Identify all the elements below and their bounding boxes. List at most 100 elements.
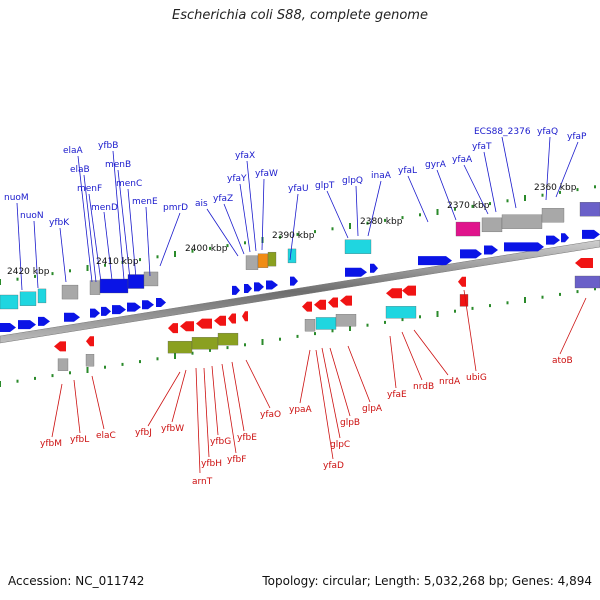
gene-label-yfaL: yfaL [398, 166, 417, 176]
reverse-cds-block [385, 306, 417, 319]
forward-cds-block [267, 251, 277, 267]
feature-tracks [0, 202, 600, 371]
reverse-cds-block [574, 275, 600, 289]
leader-line [51, 383, 63, 438]
gene-label-menF: menF [77, 184, 102, 194]
forward-cds-block [541, 208, 565, 223]
leader-line [315, 349, 334, 460]
leader-line [77, 155, 93, 283]
gene-label-nrdA: nrdA [439, 377, 461, 387]
leader-line [545, 136, 551, 201]
forward-gene-arrow [345, 267, 367, 277]
forward-gene-arrow [18, 320, 36, 330]
reverse-gene-arrow [196, 318, 212, 329]
gene-label-pmrD: pmrD [163, 203, 188, 213]
forward-cds-block [61, 284, 79, 300]
gene-label-menB: menB [105, 160, 131, 170]
forward-cds-block [579, 202, 600, 217]
forward-gene-arrow [101, 306, 111, 316]
reverse-cds-block [57, 358, 69, 371]
leader-line [88, 193, 102, 283]
forward-cds-block [143, 271, 159, 287]
forward-gene-arrow [484, 245, 498, 255]
leader-line [59, 227, 67, 283]
leader-line [401, 331, 423, 381]
forward-cds-block [257, 253, 269, 268]
leader-line [367, 180, 382, 237]
leader-line [436, 169, 457, 221]
gene-label-yfaY: yfaY [227, 174, 247, 184]
leader-line [221, 363, 237, 454]
reverse-gene-arrow [86, 336, 94, 347]
gene-label-yfbM: yfbM [40, 439, 62, 449]
gene-label-glpC: glpC [330, 440, 350, 450]
gene-label-yfaA: yfaA [452, 155, 473, 165]
forward-cds-block [245, 255, 259, 270]
leader-line [211, 365, 219, 436]
gene-label-glpQ: glpQ [342, 176, 363, 186]
forward-cds-block [287, 248, 297, 264]
gene-label-yfaO: yfaO [260, 410, 281, 420]
reverse-gene-arrow [402, 285, 416, 296]
reverse-gene-arrow [386, 288, 402, 299]
forward-cds-block [19, 291, 37, 306]
gene-label-yfbB: yfbB [98, 141, 118, 151]
gene-label-nuoM: nuoM [4, 193, 29, 203]
leader-line [223, 203, 245, 255]
reverse-gene-arrow [575, 258, 593, 268]
gene-label-yfbW: yfbW [161, 424, 184, 434]
forward-gene-arrow [64, 312, 80, 322]
forward-gene-arrow [582, 229, 600, 239]
gene-label-ypaA: ypaA [289, 405, 313, 415]
reverse-gene-arrow [54, 341, 66, 352]
scale-label-2390: 2390 kbp [272, 231, 315, 241]
forward-gene-arrow [90, 308, 100, 318]
reverse-cds-block [304, 319, 316, 332]
forward-cds-block [501, 214, 543, 229]
leader-line [231, 361, 245, 432]
reverse-gene-arrow [340, 295, 352, 306]
leader-line [299, 349, 311, 404]
scale-label-2370: 2370 kbp [447, 201, 490, 211]
forward-gene-arrow [460, 249, 482, 259]
leader-line [246, 160, 257, 252]
leader-line [245, 359, 271, 409]
reverse-cds-block [335, 314, 357, 327]
leader-line [33, 220, 39, 289]
reverse-cds-block [459, 294, 469, 307]
scale-label-2380: 2380 kbp [360, 217, 403, 227]
leader-line [195, 367, 201, 474]
forward-gene-arrow [142, 300, 154, 310]
leader-line [112, 150, 125, 281]
reverse-gene-arrow [302, 301, 312, 312]
forward-gene-arrow [504, 242, 544, 252]
forward-gene-arrow [370, 263, 378, 273]
gene-label-yfaW: yfaW [255, 169, 278, 179]
gene-label-inaA: inaA [371, 171, 392, 181]
leader-line [329, 347, 351, 417]
leader-line [261, 178, 265, 251]
leader-line [206, 208, 239, 257]
forward-gene-arrow [561, 233, 569, 243]
leader-line [463, 164, 489, 215]
forward-cds-block [0, 294, 19, 310]
forward-cds-block [99, 278, 129, 294]
scale-label-2360: 2360 kbp [534, 183, 577, 193]
forward-cds-block [37, 288, 47, 304]
forward-gene-arrow [156, 298, 166, 308]
leader-line [239, 183, 251, 253]
gene-label-yfaD: yfaD [323, 461, 344, 471]
gene-label-glpB: glpB [340, 418, 360, 428]
gene-label-menE: menE [132, 197, 158, 207]
forward-gene-arrow [38, 316, 50, 326]
leader-line [501, 136, 517, 209]
reverse-cds-block [217, 332, 239, 346]
leader-line [347, 345, 371, 403]
leader-line [145, 206, 151, 277]
leader-line [127, 188, 137, 279]
reverse-gene-arrow [180, 321, 194, 332]
gene-label-yfaT: yfaT [472, 142, 492, 152]
reverse-gene-arrow [314, 299, 326, 310]
forward-gene-arrow [127, 302, 141, 312]
